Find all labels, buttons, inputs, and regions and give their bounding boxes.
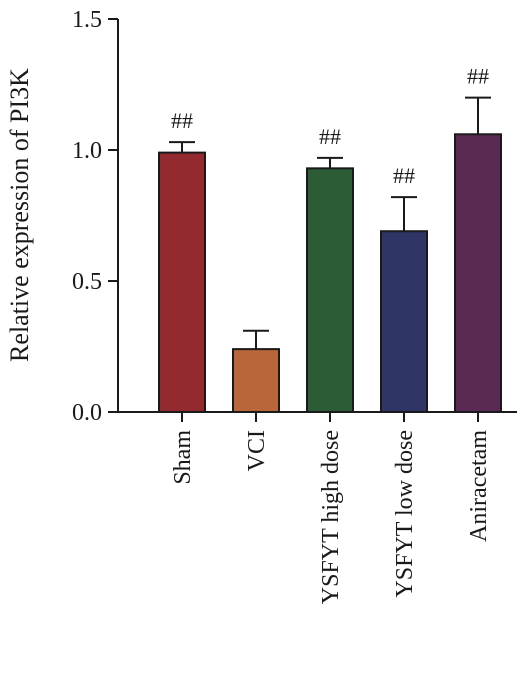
- x-category-label: Sham: [170, 430, 196, 485]
- x-category-label: YSFYT high dose: [318, 430, 344, 604]
- y-axis: 0.0 0.5 1.0 1.5: [72, 7, 119, 426]
- bar-vci: [232, 348, 280, 413]
- significance-label: ##: [319, 124, 341, 149]
- y-tick-label: 0.0: [72, 400, 102, 426]
- x-axis: Sham VCI YSFYT high dose YSFYT low dose Anir…: [118, 411, 517, 604]
- bar-ysfyt-high-dose: [306, 167, 354, 413]
- y-tick-label: 1.0: [72, 138, 102, 164]
- y-tick-label: 1.5: [72, 7, 102, 33]
- x-category-label: VCI: [244, 430, 270, 471]
- bars-group: ## ## ## ##: [158, 64, 502, 413]
- x-category-label: Aniracetam: [466, 430, 492, 542]
- significance-label: ##: [171, 108, 193, 133]
- bar-aniracetam: [454, 133, 502, 413]
- significance-label: ##: [467, 64, 489, 89]
- bar-sham: [158, 151, 206, 413]
- y-axis-title: Relative expression of PI3K: [5, 68, 34, 362]
- significance-label: ##: [393, 163, 415, 188]
- bar-ysfyt-low-dose: [380, 230, 428, 413]
- y-tick-label: 0.5: [72, 269, 102, 295]
- x-category-label: YSFYT low dose: [392, 430, 418, 598]
